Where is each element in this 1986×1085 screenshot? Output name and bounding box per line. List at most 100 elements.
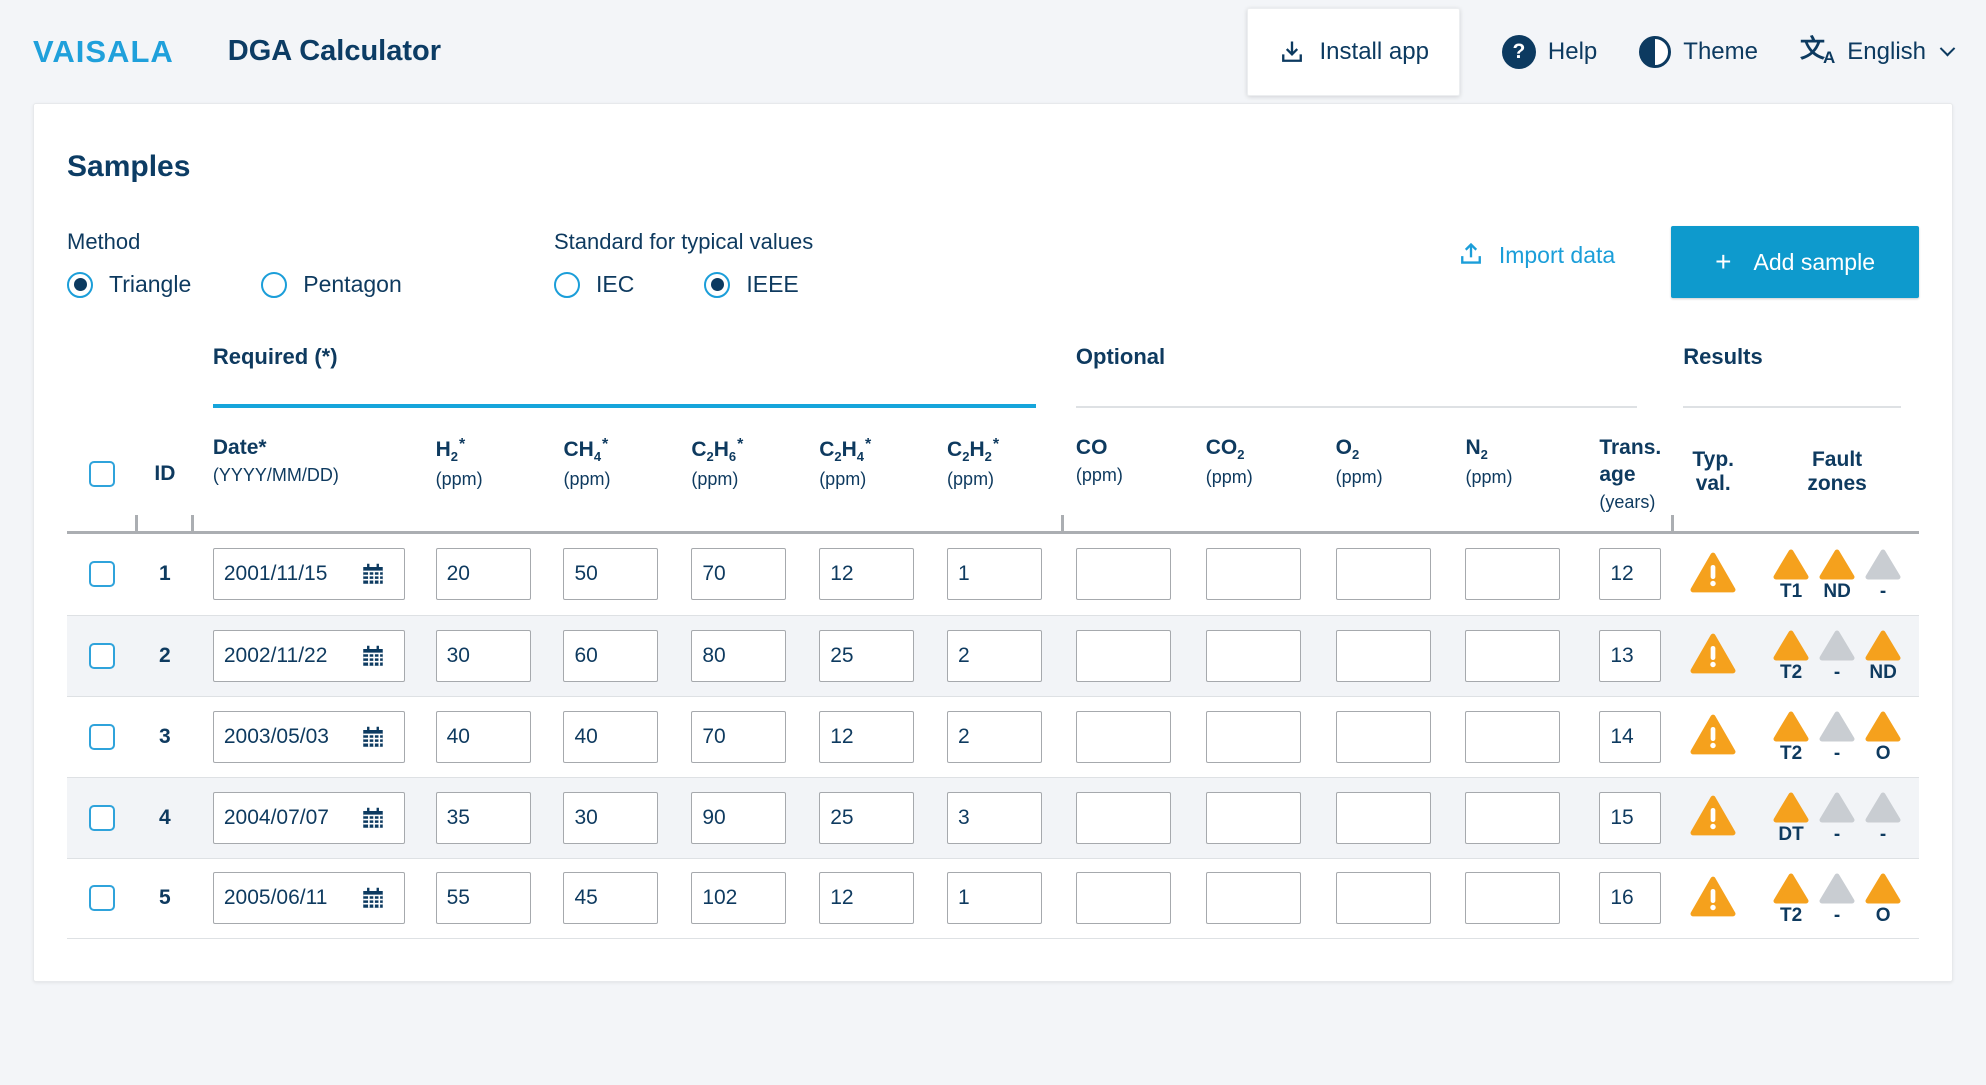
h2-input[interactable]	[435, 791, 531, 844]
help-button[interactable]: ? Help	[1501, 34, 1597, 69]
standard-option-iec[interactable]: IEC	[554, 271, 634, 298]
co-input[interactable]	[1075, 710, 1171, 763]
h2-input[interactable]	[435, 872, 531, 925]
top-bar-actions: Install app ? Help Theme 文A English	[1246, 7, 1956, 96]
co-input[interactable]	[1075, 629, 1171, 682]
c2h4-input[interactable]	[819, 791, 915, 844]
row-checkbox[interactable]	[88, 885, 115, 912]
ch4-input[interactable]	[563, 791, 659, 844]
calendar-icon[interactable]	[360, 724, 386, 750]
h2-input[interactable]	[435, 629, 531, 682]
typical-values-warning-icon	[1690, 875, 1736, 922]
standard-options: IEC IEEE	[554, 271, 813, 298]
col-header-co: CO (ppm)	[1075, 436, 1123, 486]
co2-input[interactable]	[1205, 710, 1301, 763]
n2-input[interactable]	[1465, 791, 1561, 844]
trans-age-input[interactable]	[1599, 548, 1662, 601]
trans-age-input[interactable]	[1599, 791, 1662, 844]
c2h6-input[interactable]	[691, 872, 787, 925]
n2-input[interactable]	[1465, 548, 1561, 601]
fault-zone-label: T1	[1779, 580, 1803, 602]
co-input[interactable]	[1075, 872, 1171, 925]
h2-input[interactable]	[435, 548, 531, 601]
c2h6-input[interactable]	[691, 548, 787, 601]
trans-age-input[interactable]	[1599, 629, 1662, 682]
c2h4-input[interactable]	[819, 872, 915, 925]
co2-input[interactable]	[1205, 791, 1301, 844]
row-checkbox[interactable]	[88, 723, 115, 750]
n2-input[interactable]	[1465, 710, 1561, 763]
o2-input[interactable]	[1335, 548, 1431, 601]
date-input[interactable]	[223, 562, 354, 587]
upload-icon	[1460, 242, 1481, 264]
standard-option-ieee[interactable]: IEEE	[704, 271, 799, 298]
c2h2-input[interactable]	[947, 791, 1043, 844]
date-input[interactable]	[223, 724, 354, 749]
method-option-triangle[interactable]: Triangle	[67, 271, 191, 298]
select-all-checkbox[interactable]	[88, 461, 115, 488]
co2-input[interactable]	[1205, 872, 1301, 925]
method-options: Triangle Pentagon	[67, 271, 554, 298]
c2h2-input[interactable]	[947, 710, 1043, 763]
import-data-button[interactable]: Import data	[1457, 241, 1615, 269]
c2h4-input[interactable]	[819, 710, 915, 763]
row-checkbox[interactable]	[88, 642, 115, 669]
h2-input[interactable]	[435, 710, 531, 763]
ch4-input[interactable]	[563, 872, 659, 925]
add-sample-button[interactable]: + Add sample	[1671, 226, 1919, 298]
col-header-ch4: CH4* (ppm)	[563, 436, 611, 489]
row-checkbox[interactable]	[88, 804, 115, 831]
c2h4-input[interactable]	[819, 548, 915, 601]
row-checkbox[interactable]	[88, 561, 115, 588]
c2h4-input[interactable]	[819, 629, 915, 682]
language-selector[interactable]: 文A English	[1800, 37, 1956, 66]
c2h6-input[interactable]	[691, 710, 787, 763]
calendar-icon[interactable]	[360, 885, 386, 911]
fault-zones: T2 - O	[1755, 710, 1919, 763]
install-app-button[interactable]: Install app	[1246, 7, 1460, 96]
fault-zone: T2	[1772, 629, 1810, 682]
col-header-typ-val: Typ. val.	[1692, 448, 1735, 495]
ch4-input[interactable]	[563, 548, 659, 601]
o2-input[interactable]	[1335, 710, 1431, 763]
trans-age-input[interactable]	[1599, 710, 1662, 763]
calendar-icon[interactable]	[360, 805, 386, 831]
c2h6-input[interactable]	[691, 791, 787, 844]
o2-input[interactable]	[1335, 791, 1431, 844]
c2h2-input[interactable]	[947, 548, 1043, 601]
co-input[interactable]	[1075, 791, 1171, 844]
fault-zone: T2	[1772, 710, 1810, 763]
fault-zone-triangle-icon	[1773, 549, 1809, 580]
c2h2-input[interactable]	[947, 629, 1043, 682]
method-option-pentagon[interactable]: Pentagon	[261, 271, 402, 298]
fault-zone-triangle-icon	[1819, 873, 1855, 904]
calendar-icon[interactable]	[360, 561, 386, 587]
c2h2-input[interactable]	[947, 872, 1043, 925]
date-input[interactable]	[223, 886, 354, 911]
o2-input[interactable]	[1335, 872, 1431, 925]
fault-zones: T2 - O	[1755, 872, 1919, 925]
theme-button[interactable]: Theme	[1639, 35, 1758, 68]
date-input[interactable]	[223, 805, 354, 830]
co-input[interactable]	[1075, 548, 1171, 601]
fault-zone-label: -	[1833, 904, 1841, 926]
n2-input[interactable]	[1465, 629, 1561, 682]
co2-input[interactable]	[1205, 629, 1301, 682]
fault-zone-triangle-icon	[1819, 549, 1855, 580]
fault-zone: -	[1864, 548, 1902, 601]
c2h6-input[interactable]	[691, 629, 787, 682]
table-row: 2	[67, 614, 1919, 696]
co2-input[interactable]	[1205, 548, 1301, 601]
date-input[interactable]	[223, 643, 354, 668]
plus-icon: +	[1715, 246, 1732, 277]
o2-input[interactable]	[1335, 629, 1431, 682]
typical-values-warning-icon	[1690, 713, 1736, 760]
fault-zone-label: O	[1875, 743, 1891, 765]
ch4-input[interactable]	[563, 629, 659, 682]
fault-zone-triangle-icon	[1865, 792, 1901, 823]
ch4-input[interactable]	[563, 710, 659, 763]
calendar-icon[interactable]	[360, 643, 386, 669]
table-row: 4	[67, 776, 1919, 858]
n2-input[interactable]	[1465, 872, 1561, 925]
trans-age-input[interactable]	[1599, 872, 1662, 925]
